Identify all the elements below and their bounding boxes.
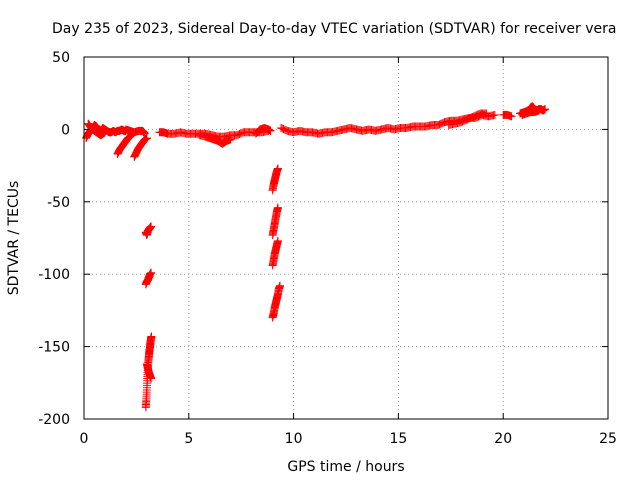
data-point [275, 281, 284, 290]
data-point [507, 112, 516, 121]
x-tick-label: 15 [389, 431, 407, 447]
y-axis-label: SDTVAR / TECUs [6, 181, 22, 296]
x-tick-label: 5 [184, 431, 193, 447]
y-tick-label: -200 [38, 412, 70, 428]
x-tick-label: 0 [80, 431, 89, 447]
data-point [147, 222, 156, 231]
x-tick-label: 20 [494, 431, 512, 447]
data-point [490, 110, 499, 119]
y-tick-label: 50 [52, 50, 70, 66]
y-tick-label: -50 [47, 195, 70, 211]
data-point [482, 109, 491, 118]
data-point [266, 126, 275, 135]
data-point [147, 374, 156, 383]
data-point [147, 268, 156, 277]
plot-frame [83, 56, 609, 420]
data-point [541, 105, 550, 114]
data-point [226, 135, 235, 144]
data-points [82, 102, 550, 412]
data-point [273, 164, 282, 173]
data-point [100, 128, 109, 137]
data-point [142, 134, 151, 143]
data-point [273, 236, 282, 245]
y-tick-label: -150 [38, 340, 70, 356]
x-tick-label: 10 [285, 431, 303, 447]
x-tick-label: 25 [599, 431, 617, 447]
chart-title: Day 235 of 2023, Sidereal Day-to-day VTE… [52, 21, 616, 37]
data-point [128, 129, 137, 138]
data-point [534, 106, 543, 115]
data-point [147, 332, 156, 341]
x-axis-label: GPS time / hours [287, 459, 404, 475]
data-point [273, 203, 282, 212]
y-tick-label: -100 [38, 267, 70, 283]
axis-ticks: 0 5 10 15 20 25 -200 -150 -100 -50 0 50 [38, 50, 617, 447]
y-tick-label: 0 [61, 122, 70, 138]
